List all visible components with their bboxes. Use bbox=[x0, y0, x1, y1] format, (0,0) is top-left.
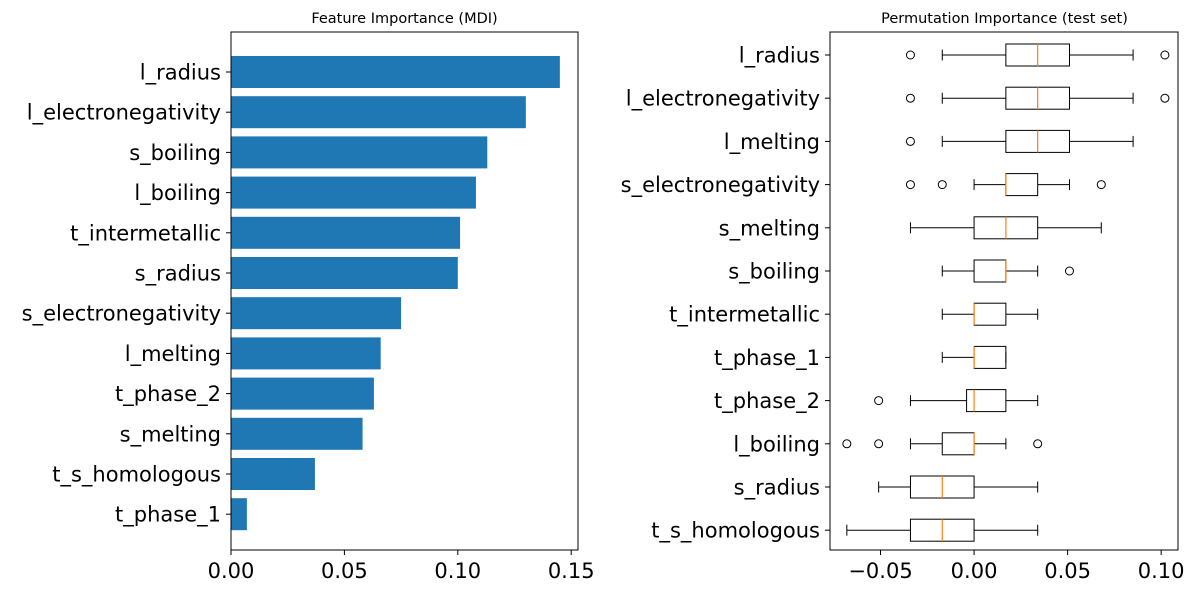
perm-flier-point bbox=[937, 180, 947, 190]
mdi-category-label: t_phase_2 bbox=[115, 382, 221, 407]
mdi-bar bbox=[231, 417, 363, 450]
perm-category-label: s_radius bbox=[734, 476, 820, 501]
perm-flier-point bbox=[874, 396, 884, 406]
mdi-category-label: l_boiling bbox=[134, 181, 221, 206]
perm-x-axis-ticks: −0.05 0.00 0.05 0.10 bbox=[848, 550, 1185, 583]
perm-category-label: l_radius bbox=[739, 44, 820, 69]
mdi-bar bbox=[231, 136, 488, 169]
perm-category-label: s_electronegativity bbox=[621, 173, 820, 198]
perm-x-tick-label: 0.10 bbox=[1138, 559, 1185, 583]
mdi-importance-chart: Feature Importance (MDI) l_radius l_elect… bbox=[22, 11, 595, 583]
mdi-bar bbox=[231, 56, 560, 88]
mdi-bar bbox=[231, 96, 526, 129]
mdi-category-label: s_radius bbox=[135, 262, 221, 287]
mdi-category-label: s_boiling bbox=[129, 141, 221, 166]
mdi-category-labels: l_radius l_electronegativity s_boiling l_bo… bbox=[22, 61, 231, 528]
perm-box-item bbox=[846, 518, 1039, 542]
perm-flier-point bbox=[1064, 266, 1074, 276]
perm-box bbox=[973, 302, 1007, 326]
perm-category-label: s_boiling bbox=[728, 260, 820, 285]
perm-box-item bbox=[941, 302, 1039, 326]
perm-boxes bbox=[842, 43, 1170, 542]
perm-category-label: s_melting bbox=[719, 216, 820, 241]
perm-category-labels: l_radius l_electronegativity l_melting s_el… bbox=[621, 44, 830, 544]
perm-category-label: l_boiling bbox=[733, 432, 820, 457]
mdi-axes-frame bbox=[230, 31, 579, 551]
mdi-category-label: l_radius bbox=[140, 61, 221, 86]
perm-box-item bbox=[905, 129, 1134, 153]
mdi-bar bbox=[231, 176, 476, 209]
mdi-x-tick-label: 0.00 bbox=[208, 559, 255, 583]
perm-category-label: l_melting bbox=[724, 130, 820, 155]
perm-flier-point bbox=[1160, 93, 1170, 103]
mdi-category-label: t_intermetallic bbox=[70, 221, 221, 246]
perm-box bbox=[973, 259, 1007, 283]
perm-category-label: t_phase_1 bbox=[714, 346, 820, 371]
mdi-category-label: l_electronegativity bbox=[27, 101, 221, 126]
perm-box-item bbox=[905, 173, 1106, 197]
perm-box bbox=[1005, 173, 1039, 197]
perm-x-tick-label: −0.05 bbox=[848, 559, 912, 583]
perm-flier-point bbox=[905, 93, 915, 103]
perm-flier-point bbox=[1033, 439, 1043, 449]
perm-flier-point bbox=[905, 136, 915, 146]
mdi-category-label: t_s_homologous bbox=[52, 463, 221, 488]
perm-flier-point bbox=[842, 439, 852, 449]
perm-box-item bbox=[941, 259, 1074, 283]
perm-box-item bbox=[842, 432, 1043, 456]
mdi-category-label: s_melting bbox=[120, 422, 221, 447]
mdi-bar bbox=[231, 216, 461, 249]
perm-category-label: l_electronegativity bbox=[626, 87, 820, 112]
permutation-importance-chart: Permutation Importance (test set) l_radi… bbox=[621, 11, 1185, 583]
perm-box-item bbox=[909, 216, 1102, 240]
perm-box-item bbox=[905, 43, 1170, 67]
perm-flier-point bbox=[1160, 50, 1170, 60]
perm-box-item bbox=[878, 475, 1039, 499]
mdi-x-tick-label: 0.05 bbox=[321, 559, 368, 583]
mdi-bar bbox=[231, 337, 381, 370]
mdi-bar bbox=[231, 498, 247, 531]
mdi-x-tick-label: 0.10 bbox=[434, 559, 481, 583]
perm-flier-point bbox=[905, 50, 915, 60]
perm-flier-point bbox=[1096, 180, 1106, 190]
perm-box-item bbox=[941, 345, 1007, 369]
perm-box-item bbox=[905, 86, 1170, 110]
mdi-category-label: s_electronegativity bbox=[22, 302, 221, 327]
perm-chart-title: Permutation Importance (test set) bbox=[881, 11, 1128, 27]
perm-box bbox=[941, 432, 975, 456]
perm-x-tick-label: 0.05 bbox=[1044, 559, 1091, 583]
mdi-chart-title: Feature Importance (MDI) bbox=[311, 11, 497, 27]
mdi-bar bbox=[231, 458, 315, 490]
perm-category-label: t_intermetallic bbox=[669, 303, 820, 328]
perm-axes-frame bbox=[829, 31, 1179, 551]
perm-x-tick-label: 0.00 bbox=[951, 559, 998, 583]
mdi-x-tick-label: 0.15 bbox=[548, 559, 595, 583]
perm-box-item bbox=[874, 389, 1039, 413]
perm-category-label: t_s_homologous bbox=[651, 519, 820, 544]
mdi-bar bbox=[231, 257, 458, 289]
perm-category-label: t_phase_2 bbox=[714, 389, 820, 414]
perm-box bbox=[966, 389, 1007, 413]
perm-box bbox=[973, 345, 1007, 369]
mdi-category-label: t_phase_1 bbox=[115, 503, 221, 528]
mdi-bar bbox=[231, 377, 374, 410]
perm-flier-point bbox=[874, 439, 884, 449]
perm-flier-point bbox=[905, 180, 915, 190]
mdi-x-axis-ticks: 0.00 0.05 0.10 0.15 bbox=[208, 550, 595, 583]
mdi-bars bbox=[231, 56, 560, 531]
mdi-bar bbox=[231, 297, 402, 330]
mdi-category-label: l_melting bbox=[125, 342, 221, 367]
